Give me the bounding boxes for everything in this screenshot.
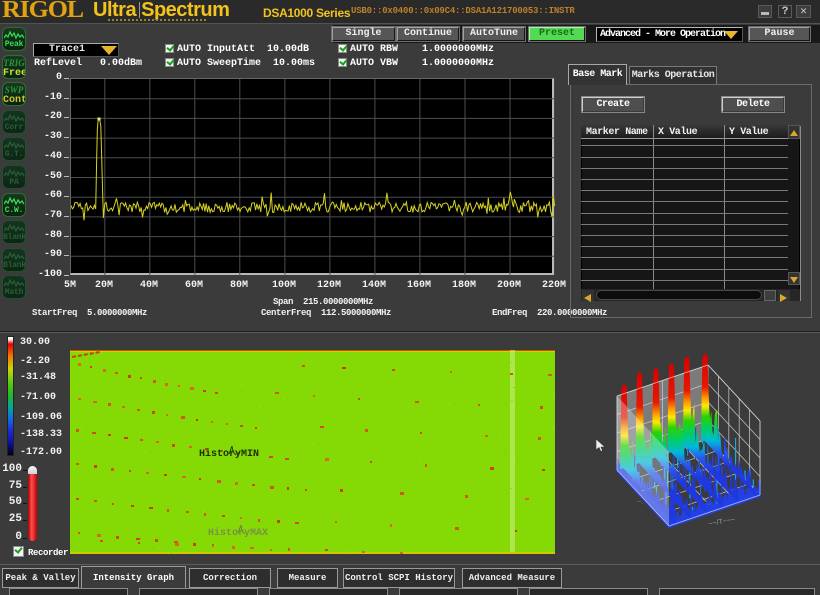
svg-text:~.: ~.	[637, 499, 643, 506]
svg-text:~~/T~~~: ~~/T~~~	[708, 516, 735, 528]
